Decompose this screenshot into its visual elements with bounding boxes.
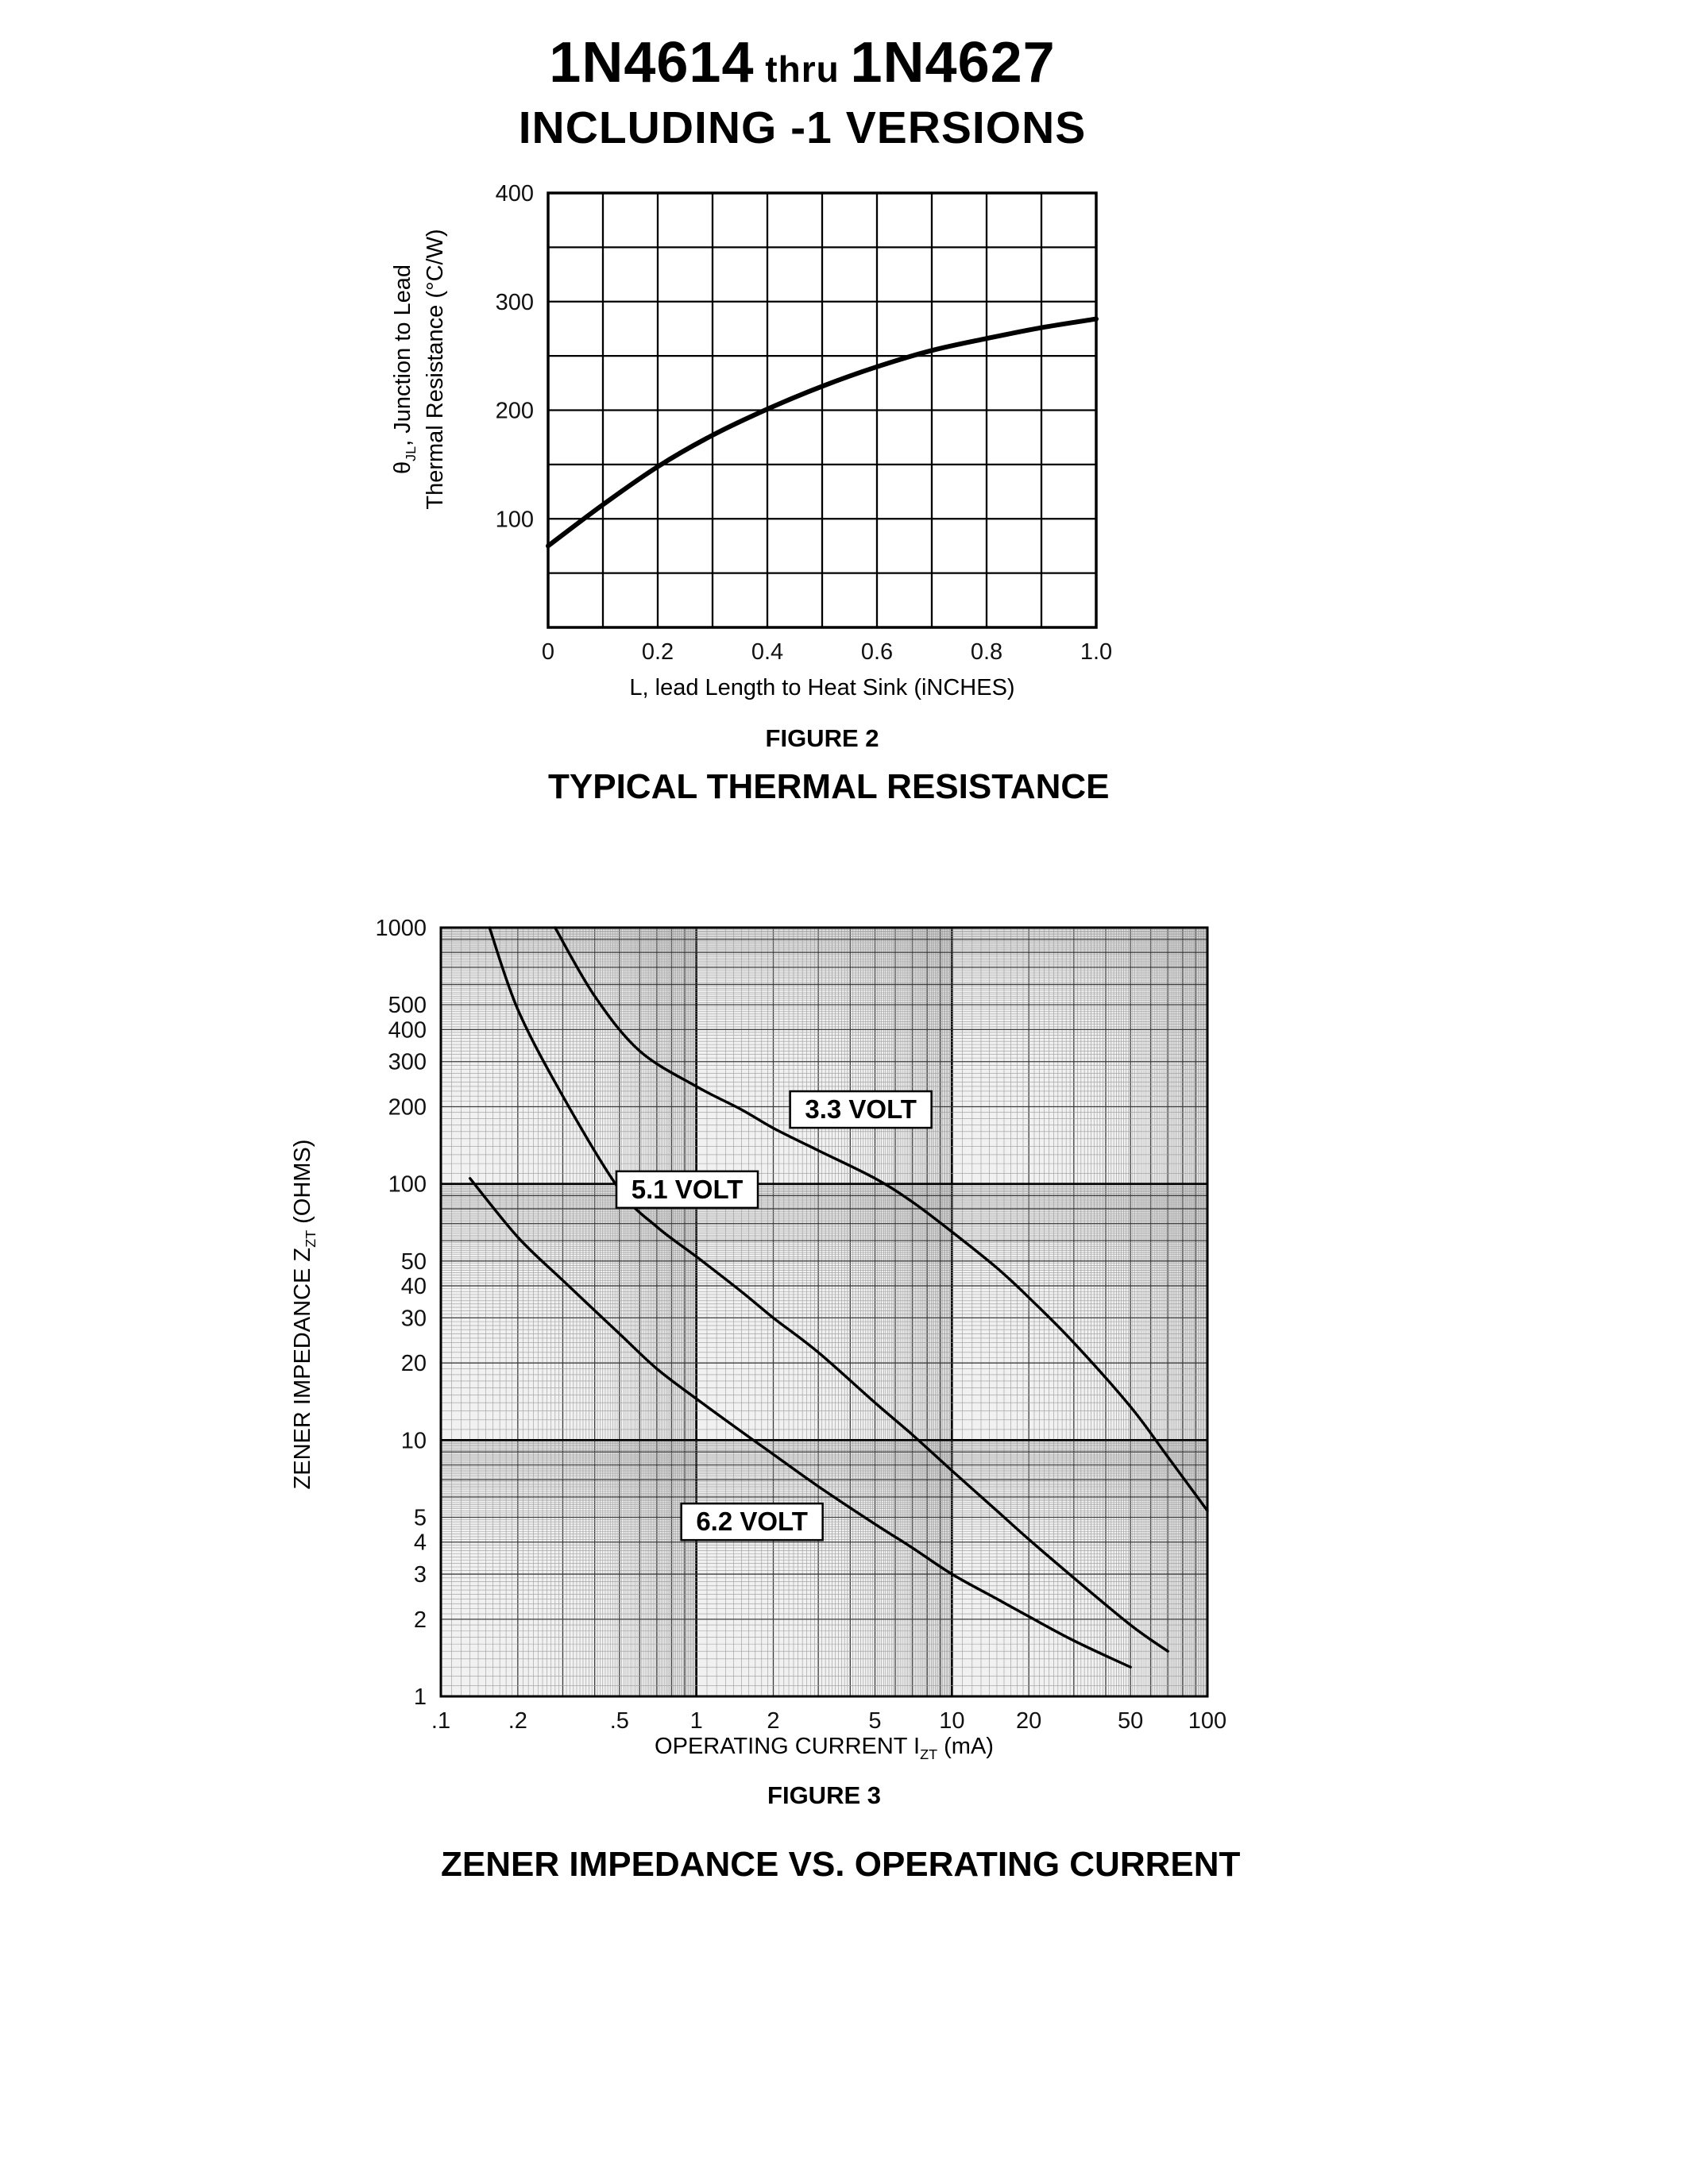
svg-text:1: 1 (414, 1684, 427, 1710)
svg-text:100: 100 (388, 1172, 427, 1198)
svg-text:0: 0 (542, 639, 554, 665)
part-number-start: 1N4614 (549, 31, 755, 95)
svg-text:20: 20 (1016, 1708, 1041, 1734)
fig3-ylabel-units: (OHMS) (290, 1139, 315, 1230)
svg-text:3.3 VOLT: 3.3 VOLT (805, 1094, 917, 1124)
figure-2-title: TYPICAL THERMAL RESISTANCE (548, 767, 1110, 806)
fig2-y-axis-label-line2: Thermal Resistance (°C/W) (423, 229, 449, 510)
svg-text:100: 100 (496, 507, 534, 532)
svg-text:300: 300 (496, 290, 534, 315)
svg-text:20: 20 (401, 1351, 427, 1376)
fig2-y-axis-label-line1: θJL, Junction to Lead (388, 195, 420, 544)
page-title: 1N4614 thru 1N4627 (246, 30, 1358, 95)
svg-text:10: 10 (401, 1428, 427, 1453)
svg-text:0.8: 0.8 (971, 639, 1002, 665)
fig2-x-axis-label: L, lead Length to Heat Sink (iNCHES) (629, 675, 1015, 700)
fig2-ylabel-text: , Junction to Lead (390, 264, 415, 446)
svg-text:300: 300 (388, 1050, 427, 1075)
svg-text:30: 30 (401, 1306, 427, 1331)
svg-text:.1: .1 (431, 1708, 450, 1734)
svg-text:5.1 VOLT: 5.1 VOLT (632, 1175, 744, 1204)
fig3-y-axis-label: ZENER IMPEDANCE ZZT (OHMS) (290, 1068, 322, 1561)
svg-text:500: 500 (388, 993, 427, 1018)
svg-text:10: 10 (939, 1708, 964, 1734)
svg-text:1000: 1000 (375, 916, 427, 941)
svg-text:50: 50 (1118, 1708, 1143, 1734)
fig3-xlabel-subscript: ZT (920, 1746, 938, 1762)
svg-text:.5: .5 (610, 1708, 629, 1734)
part-number-end: 1N4627 (850, 31, 1056, 95)
svg-text:1.0: 1.0 (1080, 639, 1112, 665)
zener-impedance-chart: .1.2.5 1 2 5 10 20 50 1001000500400300200100504… (375, 916, 1226, 1734)
svg-text:1: 1 (690, 1708, 703, 1734)
figure-3-title: ZENER IMPEDANCE VS. OPERATING CURRENT (441, 1845, 1241, 1884)
thermal-resistance-chart: 0 0.2 0.4 0.6 0.8 1.0 100 200 300 400 (496, 181, 1113, 665)
page-header: 1N4614 thru 1N4627 INCLUDING -1 VERSIONS (246, 30, 1358, 154)
page-subtitle: INCLUDING -1 VERSIONS (518, 102, 1087, 153)
fig3-xlabel-text: OPERATING CURRENT I (655, 1734, 921, 1759)
svg-text:6.2 VOLT: 6.2 VOLT (696, 1507, 808, 1536)
svg-text:200: 200 (496, 399, 534, 424)
svg-text:50: 50 (401, 1249, 427, 1275)
fig3-x-axis-label: OPERATING CURRENT IZT (mA) (441, 1734, 1207, 1763)
svg-text:400: 400 (388, 1017, 427, 1043)
fig2-ylabel-subscript: JL (402, 446, 419, 461)
svg-text:0.4: 0.4 (751, 639, 783, 665)
svg-text:100: 100 (1188, 1708, 1226, 1734)
fig2-y-axis-label: θJL, Junction to Lead Thermal Resistance… (388, 195, 454, 544)
fig3-ylabel-text: ZENER IMPEDANCE Z (290, 1247, 315, 1490)
svg-text:3: 3 (414, 1562, 427, 1588)
svg-text:5: 5 (868, 1708, 881, 1734)
svg-text:40: 40 (401, 1274, 427, 1299)
figure-2-label: FIGURE 2 (765, 724, 879, 752)
svg-text:2: 2 (767, 1708, 779, 1734)
svg-text:0.2: 0.2 (642, 639, 674, 665)
thru-text: thru (754, 48, 851, 90)
fig3-ylabel-subscript: ZT (302, 1229, 319, 1248)
svg-text:400: 400 (496, 181, 534, 206)
svg-text:4: 4 (414, 1530, 427, 1556)
svg-text:2: 2 (414, 1607, 427, 1633)
svg-text:200: 200 (388, 1095, 427, 1121)
svg-text:.2: .2 (508, 1708, 527, 1734)
svg-text:5: 5 (414, 1505, 427, 1530)
svg-text:0.6: 0.6 (861, 639, 893, 665)
figure-3-label: FIGURE 3 (767, 1781, 881, 1809)
fig2-ylabel-theta: θ (390, 461, 415, 475)
fig3-xlabel-units: (mA) (937, 1734, 994, 1759)
